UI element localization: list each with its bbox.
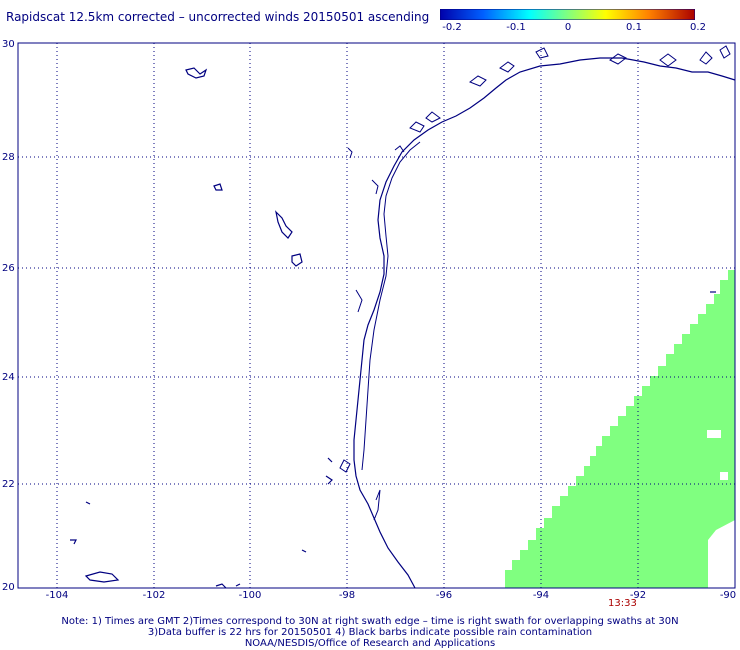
lat-label: 20 <box>2 582 15 593</box>
lat-label: 30 <box>2 39 15 50</box>
gulf-coastline <box>353 57 736 589</box>
map-title: Rapidscat 12.5km corrected – uncorrected… <box>6 10 430 24</box>
lon-label: -102 <box>142 590 166 601</box>
swath-gap <box>720 472 728 480</box>
note-line-3: NOAA/NESDIS/Office of Research and Appli… <box>244 638 496 649</box>
note-line-2: 3)Data buffer is 22 hrs for 20150501 4) … <box>147 627 593 638</box>
graticule <box>18 43 735 588</box>
lon-label: -90 <box>719 590 737 601</box>
swath-gap <box>707 430 721 438</box>
colorbar-tick: 0.1 <box>626 22 642 33</box>
lat-label: 26 <box>2 263 15 274</box>
lon-label: -94 <box>532 590 550 601</box>
colorbar-tick: 0 <box>564 22 572 33</box>
lat-label: 22 <box>2 479 15 490</box>
swath-gap <box>708 520 735 588</box>
inland-lakes <box>70 67 716 589</box>
colorbar-tick: -0.2 <box>442 22 462 33</box>
lon-label: -100 <box>238 590 262 601</box>
map-frame <box>17 42 736 589</box>
lon-label: -104 <box>45 590 69 601</box>
colorbar-tick: -0.1 <box>506 22 526 33</box>
colorbar-tick: 0.2 <box>690 22 706 33</box>
colorbar <box>440 9 695 20</box>
satellite-swath <box>505 270 735 588</box>
lon-label: -96 <box>435 590 453 601</box>
lon-label: -92 <box>629 590 647 601</box>
note-line-1: Note: 1) Times are GMT 2)Times correspon… <box>61 616 679 627</box>
lon-label: -98 <box>338 590 356 601</box>
coastal-details <box>339 45 731 521</box>
swath-time-label: 13:33 <box>608 598 637 609</box>
barrier-island <box>361 141 421 471</box>
wind-map <box>17 42 736 589</box>
lat-label: 24 <box>2 372 15 383</box>
lat-label: 28 <box>2 152 15 163</box>
